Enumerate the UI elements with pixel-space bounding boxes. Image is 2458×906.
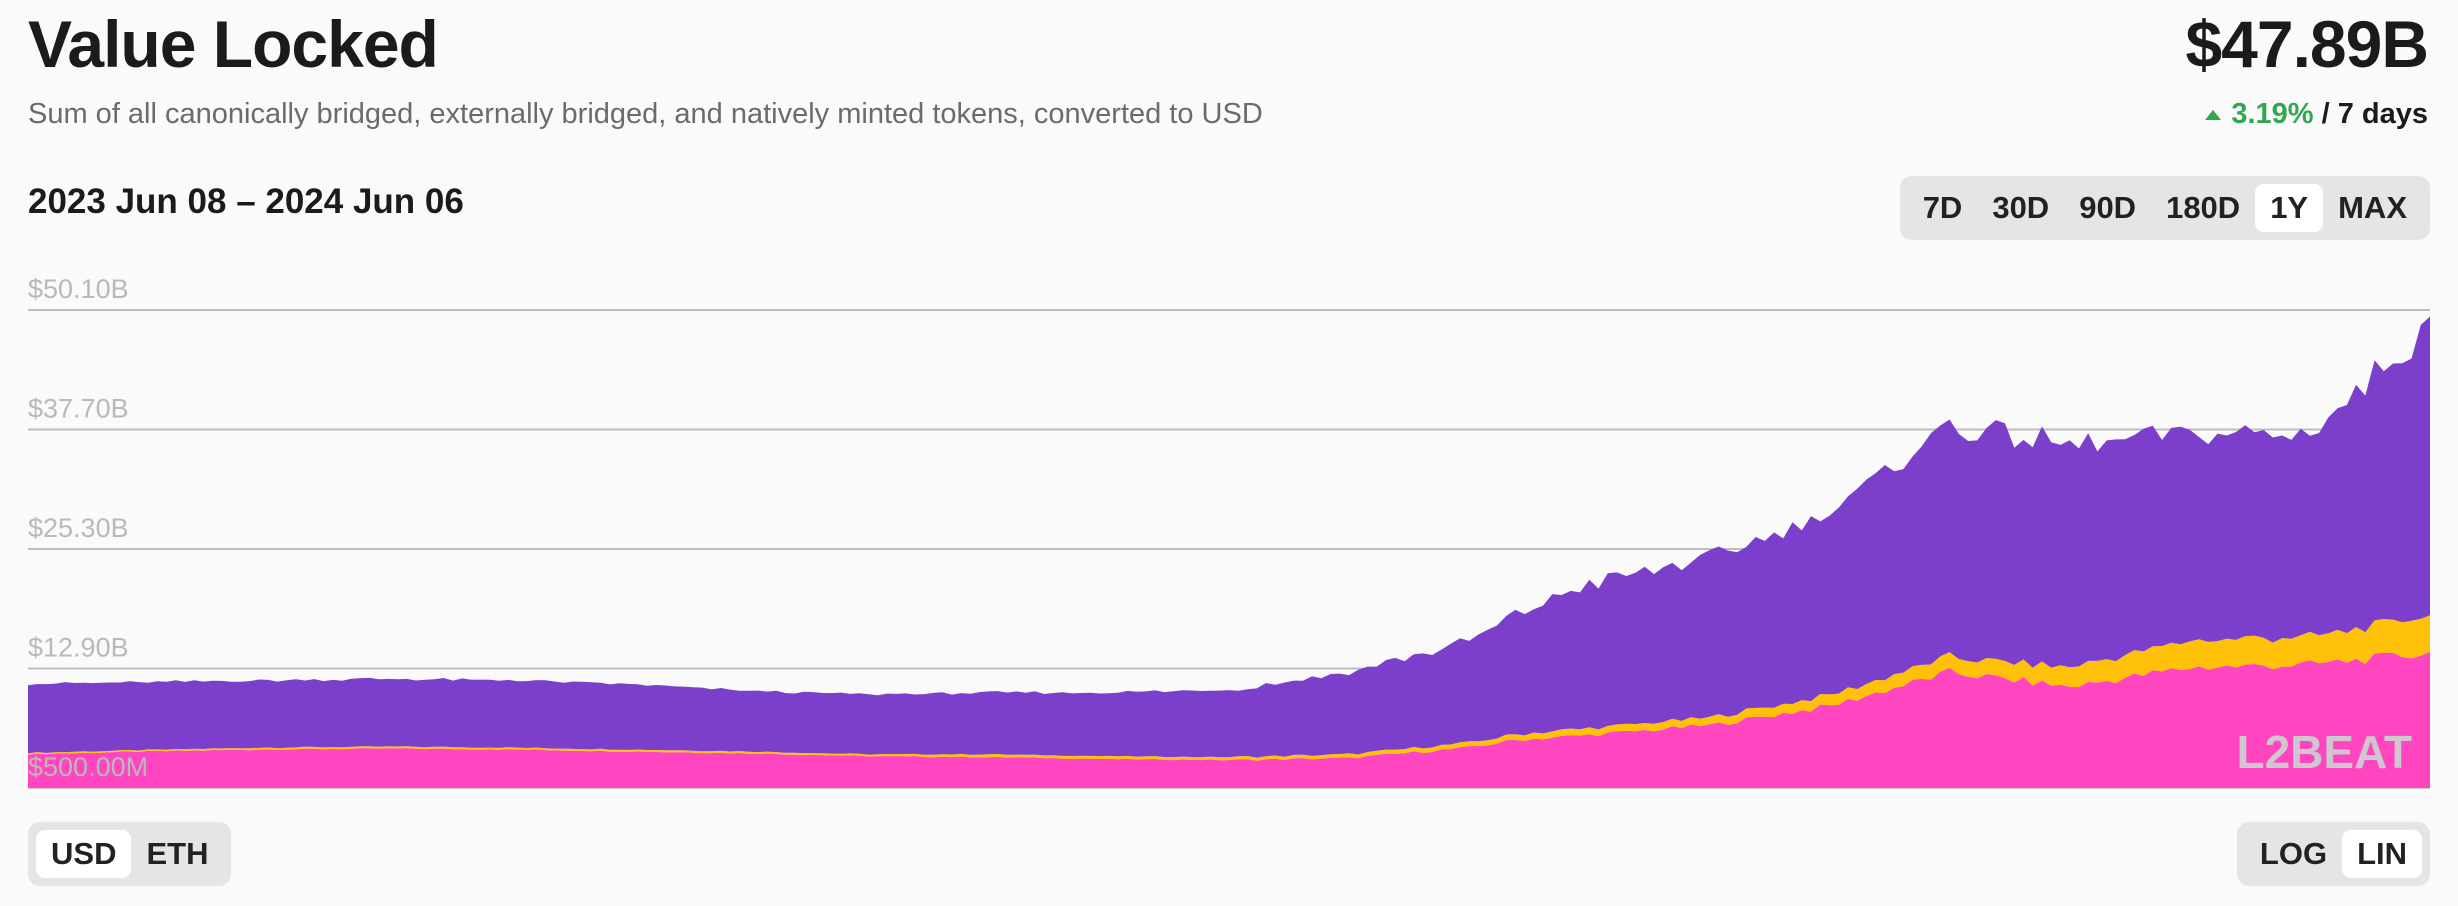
chart-areas: [28, 316, 2430, 788]
chart-y-labels: $500.00M $12.90B $25.30B $37.70B $50.10B: [28, 274, 148, 782]
scale-selector: LOG LIN: [2236, 822, 2430, 886]
value-locked-chart[interactable]: $500.00M $12.90B $25.30B $37.70B $50.10B L2B…: [0, 0, 2458, 810]
canonical-area: [28, 316, 2430, 758]
native-area: [28, 651, 2430, 788]
date-range: 2023 Jun 08 – 2024 Jun 06: [28, 182, 464, 221]
y-tick-label: $500.00M: [28, 752, 148, 782]
currency-eth[interactable]: ETH: [146, 836, 209, 871]
time-range-1y[interactable]: 1Y: [2255, 184, 2324, 232]
y-tick-label: $12.90B: [28, 633, 129, 663]
time-range-30d[interactable]: 30D: [1992, 190, 2050, 225]
time-range-90d[interactable]: 90D: [2079, 190, 2137, 225]
l2beat-watermark: L2BEAT: [2237, 726, 2413, 778]
change-up: 3.19%: [2205, 98, 2314, 131]
time-range-180d[interactable]: 180D: [2166, 190, 2241, 225]
scale-log[interactable]: LOG: [2259, 836, 2328, 871]
currency-usd[interactable]: USD: [36, 830, 132, 878]
y-tick-label: $50.10B: [28, 274, 129, 304]
currency-selector: USD ETH: [28, 822, 232, 886]
change-period: / 7 days: [2321, 98, 2428, 130]
arrow-up-icon: [2205, 109, 2222, 120]
change-indicator: 3.19% / 7 days: [2205, 98, 2428, 131]
y-tick-label: $37.70B: [28, 394, 129, 424]
time-range-7d[interactable]: 7D: [1922, 190, 1963, 225]
scale-lin[interactable]: LIN: [2342, 830, 2422, 878]
page-title: Value Locked: [28, 7, 439, 81]
change-percent: 3.19%: [2231, 98, 2314, 130]
time-range-selector: 7D 30D 90D 180D 1Y MAX: [1899, 176, 2430, 240]
y-tick-label: $25.30B: [28, 513, 129, 543]
time-range-max[interactable]: MAX: [2338, 190, 2407, 225]
page-subtitle: Sum of all canonically bridged, external…: [28, 98, 1263, 130]
total-value: $47.89B: [2185, 7, 2429, 81]
